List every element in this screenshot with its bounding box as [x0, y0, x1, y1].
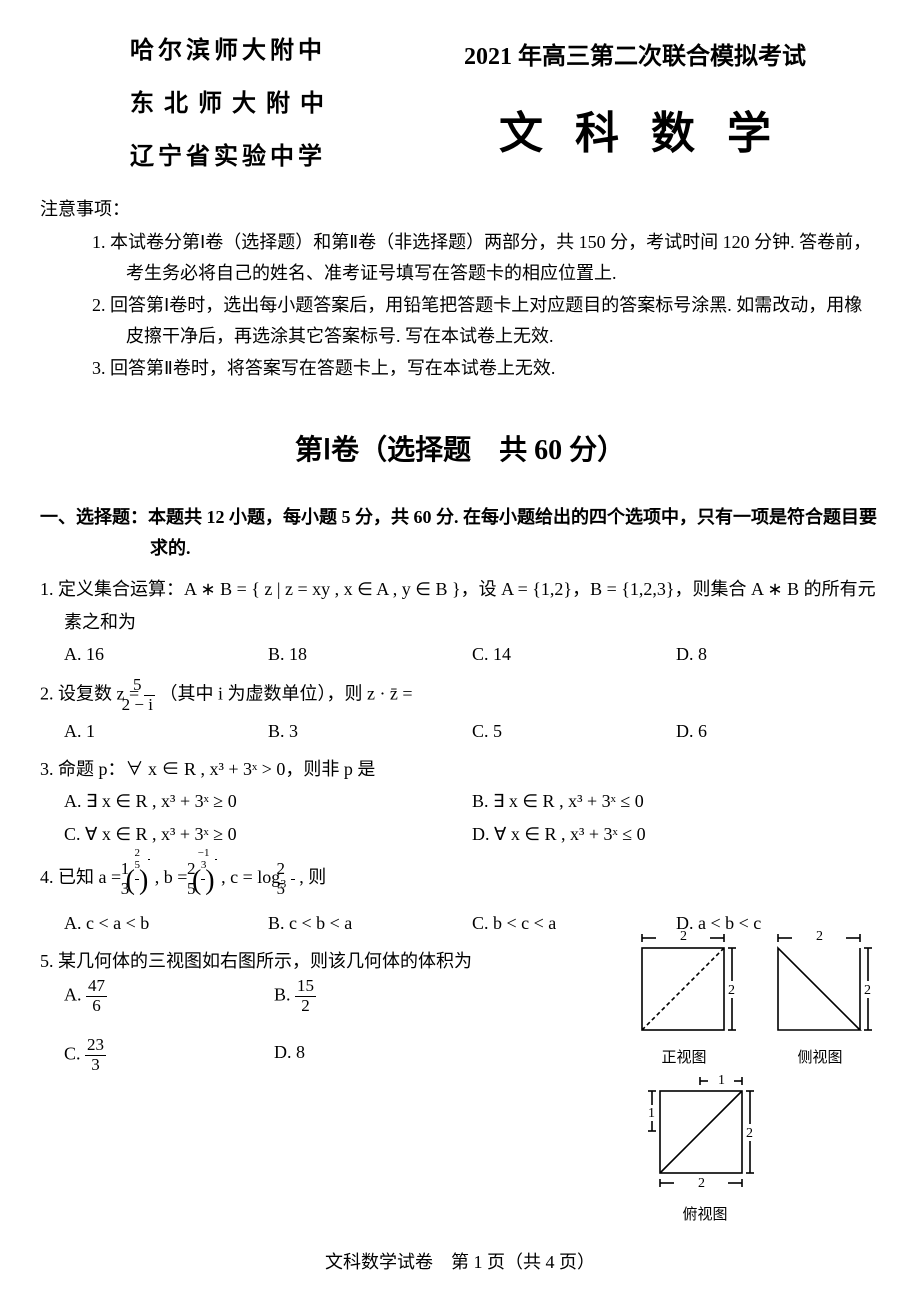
exam-title: 2021 年高三第二次联合模拟考试 [464, 36, 806, 71]
q4-c-arg: 25 [291, 860, 295, 898]
svg-text:1: 1 [648, 1106, 655, 1121]
svg-text:2: 2 [816, 929, 823, 944]
q1-opt-b: B. 18 [268, 638, 472, 670]
title-block: 2021 年高三第二次联合模拟考试 文科数学 [390, 30, 880, 171]
q3-options: A. ∃ x ∈ R , x³ + 3ˣ ≥ 0 B. ∃ x ∈ R , x³… [40, 785, 880, 850]
page-footer: 文科数学试卷 第 1 页（共 4 页） [0, 1248, 920, 1274]
exam-page: 哈尔滨师大附中 东北师大附中 辽宁省实验中学 2021 年高三第二次联合模拟考试… [0, 0, 920, 1302]
svg-text:2: 2 [680, 929, 687, 944]
front-view-label: 正视图 [624, 1046, 744, 1067]
school-3: 辽宁省实验中学 [130, 136, 390, 171]
q4-opt-a: A. c < a < b [64, 907, 268, 939]
notice-list: 1. 本试卷分第Ⅰ卷（选择题）和第Ⅱ卷（非选择题）两部分，共 150 分，考试时… [40, 227, 880, 384]
notice-3: 3. 回答第Ⅱ卷时，将答案写在答题卡上，写在本试卷上无效. [92, 353, 880, 384]
school-1: 哈尔滨师大附中 [130, 30, 390, 65]
section-1-desc: 一、选择题：本题共 12 小题，每小题 5 分，共 60 分. 在每小题给出的四… [40, 502, 880, 563]
side-view-label: 侧视图 [760, 1046, 880, 1067]
q4-stem: 4. 已知 a = (13)25 , b = (25)−13 , c = log… [40, 856, 880, 906]
front-view-svg: 2 2 [624, 926, 744, 1044]
q2-fraction: 5 2 − i [144, 676, 155, 714]
q4-pre: 4. 已知 a = [40, 867, 126, 887]
svg-text:2: 2 [728, 983, 735, 998]
q4-mid2: , c = log [221, 867, 280, 887]
top-view-label: 俯视图 [640, 1203, 770, 1224]
question-1: 1. 定义集合运算：A ∗ B = { z | z = xy , x ∈ A ,… [40, 573, 880, 670]
top-view: 1 1 2 2 俯视图 [640, 1071, 770, 1224]
q5-opt-a: A. 476 [64, 977, 274, 1015]
top-view-svg: 1 1 2 2 [640, 1071, 770, 1201]
svg-text:2: 2 [698, 1176, 705, 1191]
q4-post: , 则 [299, 867, 326, 887]
side-view: 2 2 侧视图 [760, 926, 880, 1067]
notice-1: 1. 本试卷分第Ⅰ卷（选择题）和第Ⅱ卷（非选择题）两部分，共 150 分，考试时… [92, 227, 880, 288]
side-view-svg: 2 2 [760, 926, 880, 1044]
q2-opt-a: A. 1 [64, 715, 268, 747]
q4-opt-b: B. c < b < a [268, 907, 472, 939]
svg-text:1: 1 [718, 1073, 725, 1088]
q3-opt-c: C. ∀ x ∈ R , x³ + 3ˣ ≥ 0 [64, 818, 472, 850]
q2-opt-d: D. 6 [676, 715, 880, 747]
notice-2: 2. 回答第Ⅰ卷时，选出每小题答案后，用铅笔把答题卡上对应题目的答案标号涂黑. … [92, 290, 880, 351]
q1-opt-d: D. 8 [676, 638, 880, 670]
q1-stem: 1. 定义集合运算：A ∗ B = { z | z = xy , x ∈ A ,… [40, 573, 880, 638]
school-2: 东北师大附中 [130, 83, 390, 118]
q2-post: （其中 i 为虚数单位），则 z · z̄ = [159, 684, 412, 704]
part-1-title: 第Ⅰ卷（选择题 共 60 分） [40, 428, 880, 468]
notice-label: 注意事项： [40, 195, 880, 221]
q5-opt-b: B. 152 [274, 977, 484, 1015]
q4-a-exp: 25 [148, 848, 150, 871]
q5-opt-d: D. 8 [274, 1036, 484, 1074]
question-2: 2. 设复数 z = 5 2 − i （其中 i 为虚数单位），则 z · z̄… [40, 676, 880, 747]
svg-text:2: 2 [746, 1126, 753, 1141]
three-view-diagram: 2 2 正视图 2 [600, 926, 880, 1224]
q1-opt-c: C. 14 [472, 638, 676, 670]
rparen-icon: ) [205, 865, 214, 896]
q1-opt-a: A. 16 [64, 638, 268, 670]
q2-opt-b: B. 3 [268, 715, 472, 747]
svg-text:2: 2 [864, 983, 871, 998]
header: 哈尔滨师大附中 东北师大附中 辽宁省实验中学 2021 年高三第二次联合模拟考试… [40, 30, 880, 171]
q3-opt-a: A. ∃ x ∈ R , x³ + 3ˣ ≥ 0 [64, 785, 472, 817]
q5-opt-c: C. 233 [64, 1036, 274, 1074]
q3-opt-b: B. ∃ x ∈ R , x³ + 3ˣ ≤ 0 [472, 785, 880, 817]
q3-stem: 3. 命题 p：∀ x ∈ R , x³ + 3ˣ > 0，则非 p 是 [40, 753, 880, 785]
rparen-icon: ) [139, 865, 148, 896]
question-3: 3. 命题 p：∀ x ∈ R , x³ + 3ˣ > 0，则非 p 是 A. … [40, 753, 880, 850]
q1-options: A. 16 B. 18 C. 14 D. 8 [40, 638, 880, 670]
schools-list: 哈尔滨师大附中 东北师大附中 辽宁省实验中学 [130, 30, 390, 171]
q4-b-exp: −13 [215, 848, 217, 871]
front-view: 2 2 正视图 [624, 926, 744, 1067]
q3-opt-d: D. ∀ x ∈ R , x³ + 3ˣ ≤ 0 [472, 818, 880, 850]
q2-opt-c: C. 5 [472, 715, 676, 747]
q2-stem: 2. 设复数 z = 5 2 − i （其中 i 为虚数单位），则 z · z̄… [40, 676, 880, 714]
q2-options: A. 1 B. 3 C. 5 D. 6 [40, 715, 880, 747]
subject-title: 文科数学 [467, 97, 803, 161]
